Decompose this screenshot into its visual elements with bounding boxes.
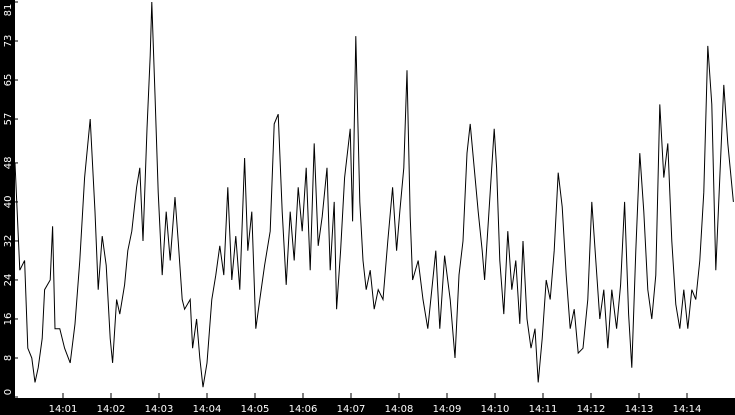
y-tick-label: 48 (3, 157, 14, 170)
y-tick-label: 24 (3, 274, 14, 287)
x-tick-label: 14:11 (529, 404, 558, 415)
x-tick-label: 14:02 (97, 404, 126, 415)
x-tick-label: 14:12 (577, 404, 606, 415)
x-tick-label: 14:13 (625, 404, 654, 415)
x-tick-label: 14:03 (145, 404, 174, 415)
x-tick-label: 14:10 (481, 404, 510, 415)
x-tick-label: 14:14 (673, 404, 702, 415)
x-tick-label: 14:01 (49, 404, 78, 415)
y-tick-label: 16 (3, 313, 14, 326)
y-tick-label: 65 (3, 74, 14, 87)
series-line (14, 1, 734, 388)
x-tick-label: 14:05 (241, 404, 270, 415)
x-tick-label: 14:09 (433, 404, 462, 415)
y-tick-label: 0 (3, 389, 14, 395)
y-tick-label: 32 (3, 235, 14, 248)
x-tick-label: 14:04 (193, 404, 222, 415)
y-tick-label: 8 (3, 355, 14, 361)
y-tick-label: 40 (3, 196, 14, 209)
y-tick-label: 73 (3, 35, 14, 48)
y-axis: 0 8 16 24 32 40 48 57 65 73 81 (3, 1, 18, 398)
x-tick-label: 14:06 (289, 404, 318, 415)
x-axis: 14:01 14:02 14:03 14:04 14:05 14:06 14:07 14:08… (49, 393, 702, 415)
x-tick-label: 14:07 (337, 404, 366, 415)
x-tick-label: 14:08 (385, 404, 414, 415)
plot-area (15, 0, 735, 398)
y-tick-label: 81 (3, 4, 14, 17)
y-tick-label: 57 (3, 113, 14, 126)
